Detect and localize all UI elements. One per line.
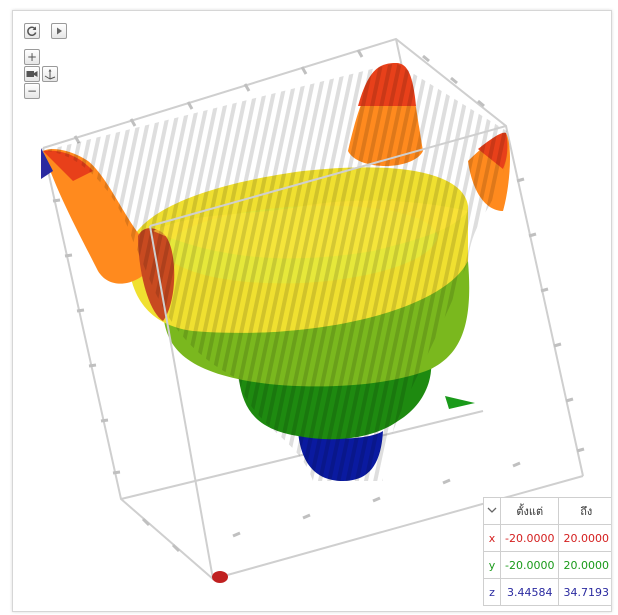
play-icon	[57, 27, 62, 35]
axis-label-y: y	[483, 551, 501, 579]
zoom-in-button[interactable]: +	[24, 49, 40, 65]
y-range-to[interactable]: 20.0000	[558, 551, 611, 579]
x-range-from[interactable]: -20.0000	[499, 524, 560, 552]
axis-range-table: ตั้งแต่ ถึง x -20.0000 20.0000 y -20.000…	[483, 497, 611, 606]
x-axis-marker	[212, 571, 228, 583]
x-range-to[interactable]: 20.0000	[558, 524, 611, 552]
header-from: ตั้งแต่	[499, 497, 560, 525]
table-row: x -20.0000 20.0000	[483, 524, 611, 552]
box-ticks	[52, 49, 585, 553]
camera-icon	[26, 71, 38, 77]
z-range-to[interactable]: 34.7193	[558, 578, 611, 606]
axis-label-x: x	[483, 524, 501, 552]
zoom-out-button[interactable]: −	[24, 83, 40, 99]
collapse-icon	[487, 507, 497, 513]
3d-plot-viewer[interactable]: + − ตั้งแต่ ถึง x -20.0000 20.0000 y -20…	[12, 10, 612, 612]
reset-icon	[27, 26, 37, 36]
play-button[interactable]	[51, 23, 67, 39]
header-to: ถึง	[558, 497, 611, 525]
table-row: z 3.44584 34.7193	[483, 578, 611, 606]
z-range-from[interactable]: 3.44584	[499, 578, 560, 606]
y-axis-marker	[445, 396, 475, 409]
axes-icon	[44, 69, 56, 80]
surface-mesh	[43, 63, 510, 481]
camera-mode-button[interactable]	[24, 66, 40, 82]
table-row: y -20.0000 20.0000	[483, 551, 611, 579]
axes-rotate-button[interactable]	[42, 66, 58, 82]
y-range-from[interactable]: -20.0000	[499, 551, 560, 579]
z-axis-marker	[41, 148, 53, 179]
surface-plot-canvas[interactable]	[13, 11, 611, 611]
range-table-corner[interactable]	[483, 497, 501, 525]
reset-view-button[interactable]	[24, 23, 40, 39]
axis-label-z: z	[483, 578, 501, 606]
